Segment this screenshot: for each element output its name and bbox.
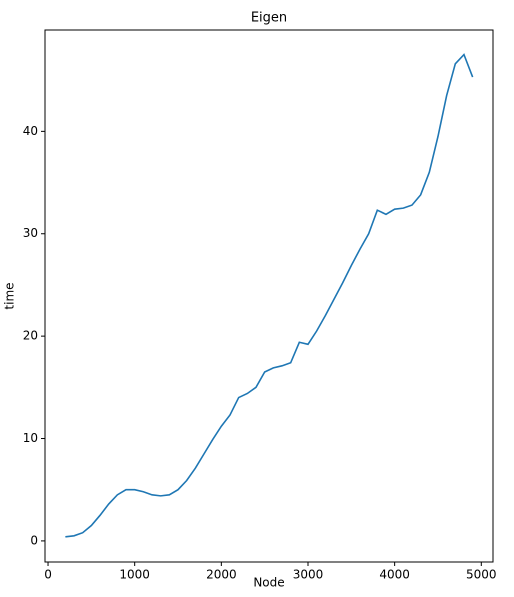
y-tick-label: 10	[23, 431, 38, 445]
x-axis-label: Node	[253, 576, 284, 590]
x-tick-label: 2000	[206, 568, 237, 582]
x-tick-label: 0	[44, 568, 52, 582]
y-tick-label: 20	[23, 329, 38, 343]
plot-frame	[44, 29, 494, 563]
y-tick-label: 0	[30, 533, 38, 547]
x-tick-label: 3000	[293, 568, 324, 582]
y-tick-label: 30	[23, 226, 38, 240]
x-tick-label: 5000	[466, 568, 497, 582]
x-tick-label: 1000	[119, 568, 150, 582]
y-axis-label: time	[3, 282, 17, 309]
y-tick-label: 40	[23, 124, 38, 138]
data-line	[65, 53, 474, 538]
x-tick-label: 4000	[379, 568, 410, 582]
chart-title: Eigen	[251, 11, 287, 26]
